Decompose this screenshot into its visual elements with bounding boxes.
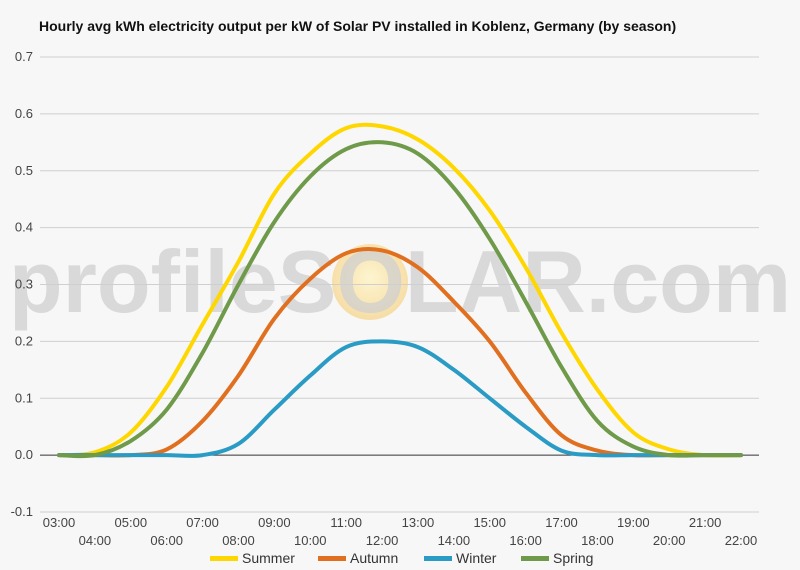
x-tick-label: 09:00 <box>258 515 291 530</box>
legend-label-autumn: Autumn <box>350 550 398 566</box>
sun-logo-icon <box>332 244 408 320</box>
legend: Summer Autumn Winter Spring <box>210 550 593 566</box>
chart-title: Hourly avg kWh electricity output per kW… <box>39 18 677 34</box>
x-tick-label: 22:00 <box>725 533 758 548</box>
x-tick-label: 11:00 <box>330 515 362 530</box>
x-tick-label: 04:00 <box>79 533 112 548</box>
legend-swatch-spring <box>521 556 549 561</box>
x-tick-label: 07:00 <box>186 515 219 530</box>
watermark-layer: profileSOLAR.com <box>9 232 791 331</box>
y-tick-label: 0.5 <box>15 163 33 178</box>
legend-label-spring: Spring <box>553 550 593 566</box>
x-tick-label: 10:00 <box>294 533 327 548</box>
x-tick-label: 19:00 <box>617 515 650 530</box>
x-tick-label: 05:00 <box>115 515 148 530</box>
x-tick-label: 08:00 <box>222 533 255 548</box>
watermark-text: profileSOLAR.com <box>9 232 791 331</box>
y-tick-label: 0.1 <box>15 390 33 405</box>
x-tick-label: 18:00 <box>581 533 614 548</box>
y-axis: -0.1 0.0 0.1 0.2 0.3 0.4 0.5 0.6 0.7 <box>11 49 33 519</box>
y-tick-label: 0.0 <box>15 447 33 462</box>
y-tick-label: 0.2 <box>15 333 33 348</box>
legend-swatch-winter <box>424 556 452 561</box>
y-tick-label: -0.1 <box>11 504 33 519</box>
series-line-winter <box>57 339 743 458</box>
y-tick-label: 0.6 <box>15 106 33 121</box>
x-tick-label: 16:00 <box>509 533 542 548</box>
x-tick-label: 06:00 <box>150 533 183 548</box>
legend-label-winter: Winter <box>456 550 497 566</box>
x-tick-label: 12:00 <box>366 533 399 548</box>
x-tick-label: 03:00 <box>43 515 76 530</box>
legend-label-summer: Summer <box>242 550 295 566</box>
series-layer <box>57 122 743 459</box>
x-tick-label: 17:00 <box>545 515 578 530</box>
y-tick-label: 0.3 <box>15 277 33 292</box>
y-tick-label: 0.7 <box>15 49 33 64</box>
x-tick-label: 20:00 <box>653 533 686 548</box>
y-tick-label: 0.4 <box>15 220 33 235</box>
x-tick-label: 21:00 <box>689 515 722 530</box>
series-line-summer <box>57 122 743 458</box>
legend-swatch-autumn <box>318 556 346 561</box>
x-tick-label: 15:00 <box>473 515 506 530</box>
series-line-spring <box>57 140 743 459</box>
x-tick-label: 13:00 <box>402 515 435 530</box>
x-tick-label: 14:00 <box>438 533 471 548</box>
x-axis: 03:0004:0005:0006:0007:0008:0009:0010:00… <box>43 515 758 548</box>
legend-swatch-summer <box>210 556 238 561</box>
